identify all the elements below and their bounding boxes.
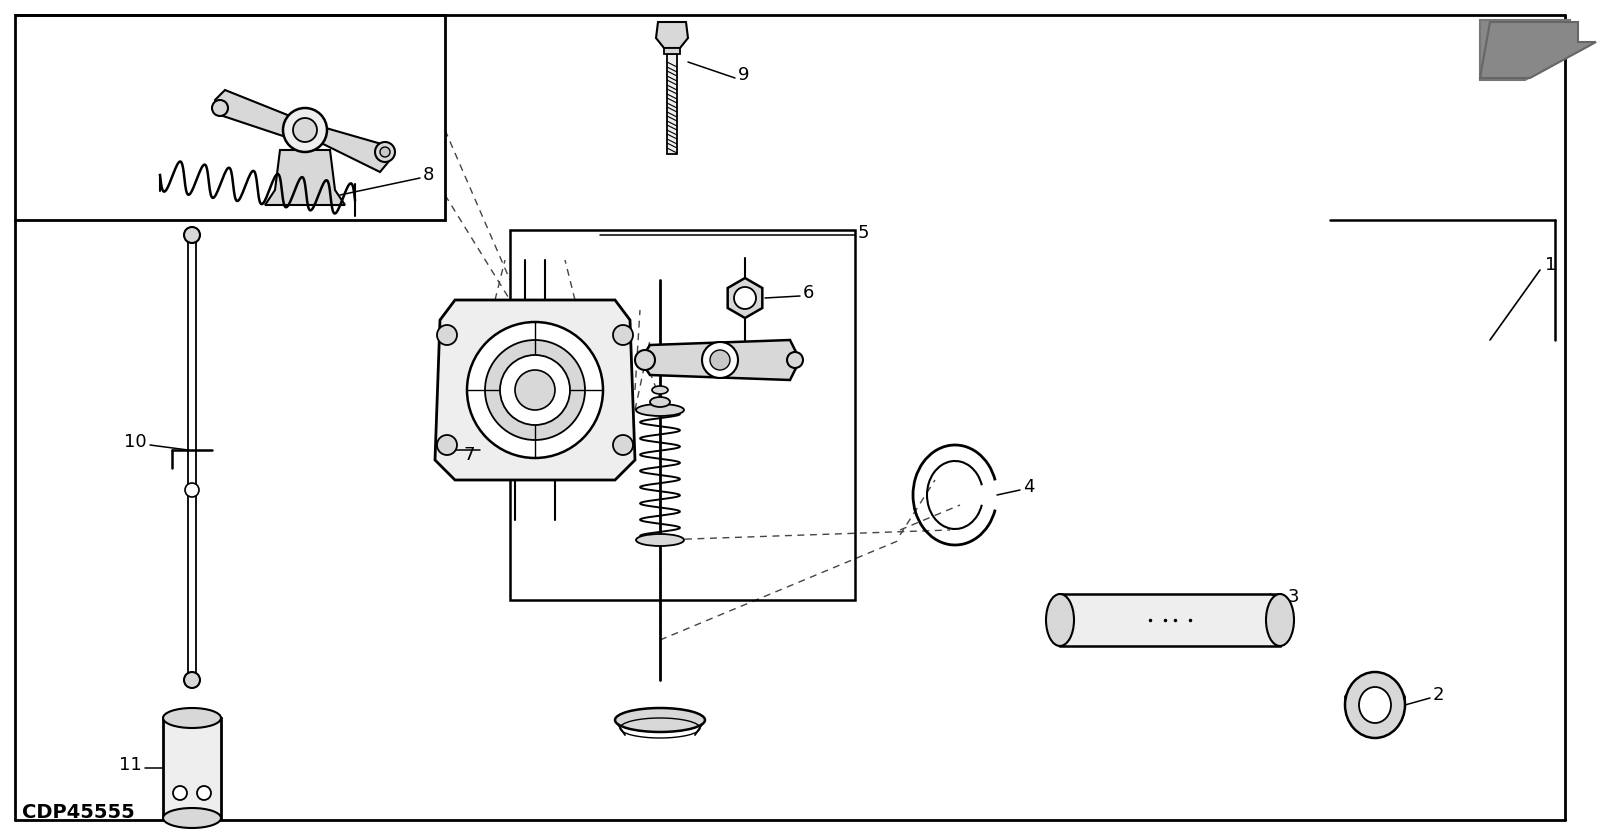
Polygon shape: [1480, 22, 1597, 78]
Circle shape: [515, 370, 555, 410]
Bar: [14, 15, 445, 220]
Bar: [1059, 594, 1280, 646]
Circle shape: [613, 435, 634, 455]
Ellipse shape: [1346, 672, 1405, 738]
Circle shape: [702, 342, 738, 378]
Text: 11: 11: [120, 756, 142, 774]
Circle shape: [184, 227, 200, 243]
Circle shape: [437, 435, 458, 455]
Ellipse shape: [163, 708, 221, 728]
Ellipse shape: [1046, 594, 1074, 646]
Circle shape: [283, 108, 326, 152]
Circle shape: [499, 355, 570, 425]
Text: 10: 10: [125, 433, 147, 451]
Text: 4: 4: [1022, 478, 1035, 496]
Bar: [510, 230, 854, 600]
Circle shape: [467, 322, 603, 458]
Circle shape: [184, 672, 200, 688]
Text: 7: 7: [464, 446, 475, 464]
Circle shape: [613, 325, 634, 345]
Text: 3: 3: [1288, 588, 1299, 606]
Ellipse shape: [653, 386, 669, 394]
Ellipse shape: [614, 708, 706, 732]
Circle shape: [710, 350, 730, 370]
Polygon shape: [266, 150, 346, 205]
Circle shape: [211, 100, 229, 116]
Circle shape: [635, 350, 654, 370]
Circle shape: [787, 352, 803, 368]
Polygon shape: [640, 340, 800, 380]
Circle shape: [293, 118, 317, 142]
Polygon shape: [214, 90, 306, 140]
Polygon shape: [435, 300, 635, 480]
Circle shape: [374, 142, 395, 162]
Polygon shape: [306, 122, 390, 172]
Text: CDP45555: CDP45555: [22, 803, 134, 822]
Text: 5: 5: [858, 224, 869, 242]
Polygon shape: [1480, 20, 1590, 80]
Text: 1: 1: [1546, 256, 1557, 274]
Ellipse shape: [650, 397, 670, 407]
Circle shape: [381, 147, 390, 157]
Text: 6: 6: [803, 284, 814, 302]
Circle shape: [734, 287, 757, 309]
Ellipse shape: [637, 404, 685, 416]
Text: 9: 9: [738, 66, 749, 84]
Circle shape: [437, 325, 458, 345]
Circle shape: [186, 483, 198, 497]
Ellipse shape: [1266, 594, 1294, 646]
Polygon shape: [656, 22, 688, 48]
Bar: [664, 48, 680, 54]
Ellipse shape: [637, 534, 685, 546]
Circle shape: [485, 340, 586, 440]
Circle shape: [197, 786, 211, 800]
Text: 2: 2: [1434, 686, 1445, 704]
Ellipse shape: [163, 808, 221, 828]
Circle shape: [173, 786, 187, 800]
Bar: [163, 718, 221, 818]
Bar: [667, 54, 677, 154]
Text: 8: 8: [422, 166, 434, 184]
Ellipse shape: [1358, 687, 1390, 723]
Polygon shape: [728, 278, 762, 318]
